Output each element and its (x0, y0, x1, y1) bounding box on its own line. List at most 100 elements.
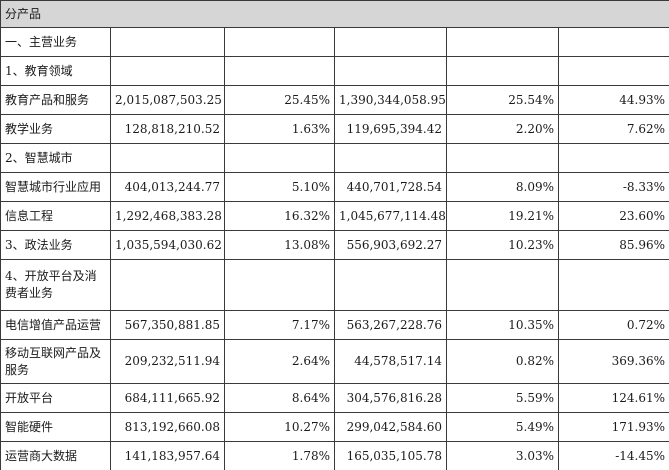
current-revenue (110, 143, 225, 173)
row-label: 运营商大数据 (0, 441, 111, 470)
yoy-change: -8.33% (557, 172, 669, 202)
yoy-change (557, 56, 669, 86)
current-revenue: 209,232,511.94 (110, 339, 225, 384)
prior-share: 10.35% (446, 310, 559, 340)
row-label: 教学业务 (0, 114, 111, 144)
current-revenue: 1,035,594,030.62 (110, 230, 225, 260)
table-row: 信息工程 1,292,468,383.28 16.32% 1,045,677,1… (0, 201, 669, 231)
table-row: 智能硬件 813,192,660.08 10.27% 299,042,584.6… (0, 412, 669, 442)
current-revenue: 1,292,468,383.28 (110, 201, 225, 231)
prior-revenue (334, 56, 447, 86)
current-share (224, 143, 335, 173)
current-share (224, 27, 335, 57)
current-share: 13.08% (224, 230, 335, 260)
prior-share: 10.23% (446, 230, 559, 260)
yoy-change: 7.62% (557, 114, 669, 144)
prior-revenue: 165,035,105.78 (334, 441, 447, 470)
current-revenue: 404,013,244.77 (110, 172, 225, 202)
row-label: 1、教育领域 (0, 56, 111, 86)
prior-revenue: 556,903,692.27 (334, 230, 447, 260)
table-row: 2、智慧城市 (0, 143, 669, 173)
prior-revenue (334, 259, 447, 311)
current-share: 25.45% (224, 85, 335, 115)
prior-revenue: 119,695,394.42 (334, 114, 447, 144)
yoy-change: 171.93% (557, 412, 669, 442)
prior-share (446, 27, 559, 57)
prior-share: 5.59% (446, 383, 559, 413)
yoy-change (557, 259, 669, 311)
table-row: 3、政法业务 1,035,594,030.62 13.08% 556,903,6… (0, 230, 669, 260)
prior-share: 0.82% (446, 339, 559, 384)
current-share: 1.78% (224, 441, 335, 470)
table-row: 1、教育领域 (0, 56, 669, 86)
prior-revenue: 1,045,677,114.48 (334, 201, 447, 231)
prior-share: 5.49% (446, 412, 559, 442)
yoy-change: 124.61% (557, 383, 669, 413)
current-share: 16.32% (224, 201, 335, 231)
prior-revenue: 44,578,517.14 (334, 339, 447, 384)
row-label: 4、开放平台及消费者业务 (0, 259, 111, 311)
yoy-change: 0.72% (557, 310, 669, 340)
prior-revenue: 563,267,228.76 (334, 310, 447, 340)
row-label: 开放平台 (0, 383, 111, 413)
yoy-change: 369.36% (557, 339, 669, 384)
current-share: 10.27% (224, 412, 335, 442)
yoy-change (557, 27, 669, 57)
row-label: 一、主营业务 (0, 27, 111, 57)
table-row: 移动互联网产品及服务 209,232,511.94 2.64% 44,578,5… (0, 339, 669, 384)
prior-share: 8.09% (446, 172, 559, 202)
current-share: 2.64% (224, 339, 335, 384)
prior-revenue: 299,042,584.60 (334, 412, 447, 442)
current-share: 7.17% (224, 310, 335, 340)
prior-revenue: 1,390,344,058.95 (334, 85, 447, 115)
current-revenue: 684,111,665.92 (110, 383, 225, 413)
row-label: 智慧城市行业应用 (0, 172, 111, 202)
table-header-row: 分产品 (0, 0, 669, 28)
yoy-change (557, 143, 669, 173)
yoy-change: 85.96% (557, 230, 669, 260)
yoy-change: -14.45% (557, 441, 669, 470)
prior-share: 25.54% (446, 85, 559, 115)
current-revenue: 567,350,881.85 (110, 310, 225, 340)
current-revenue (110, 56, 225, 86)
prior-revenue (334, 27, 447, 57)
prior-revenue: 304,576,816.28 (334, 383, 447, 413)
current-revenue: 813,192,660.08 (110, 412, 225, 442)
current-share: 8.64% (224, 383, 335, 413)
prior-revenue: 440,701,728.54 (334, 172, 447, 202)
table-row: 教学业务 128,818,210.52 1.63% 119,695,394.42… (0, 114, 669, 144)
prior-share (446, 143, 559, 173)
current-share: 5.10% (224, 172, 335, 202)
current-revenue: 128,818,210.52 (110, 114, 225, 144)
table-row: 运营商大数据 141,183,957.64 1.78% 165,035,105.… (0, 441, 669, 470)
yoy-change: 44.93% (557, 85, 669, 115)
yoy-change: 23.60% (557, 201, 669, 231)
section-header: 分产品 (0, 0, 669, 28)
row-label: 移动互联网产品及服务 (0, 339, 111, 384)
prior-share: 19.21% (446, 201, 559, 231)
row-label: 2、智慧城市 (0, 143, 111, 173)
current-share (224, 259, 335, 311)
prior-share: 2.20% (446, 114, 559, 144)
prior-share (446, 259, 559, 311)
table-row: 4、开放平台及消费者业务 (0, 259, 669, 311)
table-row: 一、主营业务 (0, 27, 669, 57)
table-row: 智慧城市行业应用 404,013,244.77 5.10% 440,701,72… (0, 172, 669, 202)
prior-revenue (334, 143, 447, 173)
current-revenue: 2,015,087,503.25 (110, 85, 225, 115)
row-label: 教育产品和服务 (0, 85, 111, 115)
current-revenue: 141,183,957.64 (110, 441, 225, 470)
current-share: 1.63% (224, 114, 335, 144)
current-revenue (110, 27, 225, 57)
row-label: 信息工程 (0, 201, 111, 231)
table-row: 电信增值产品运营 567,350,881.85 7.17% 563,267,22… (0, 310, 669, 340)
prior-share: 3.03% (446, 441, 559, 470)
current-revenue (110, 259, 225, 311)
current-share (224, 56, 335, 86)
prior-share (446, 56, 559, 86)
table-row: 教育产品和服务 2,015,087,503.25 25.45% 1,390,34… (0, 85, 669, 115)
row-label: 3、政法业务 (0, 230, 111, 260)
row-label: 智能硬件 (0, 412, 111, 442)
